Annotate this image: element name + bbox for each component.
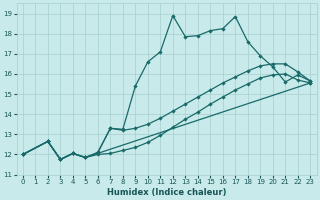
X-axis label: Humidex (Indice chaleur): Humidex (Indice chaleur) [107, 188, 226, 197]
